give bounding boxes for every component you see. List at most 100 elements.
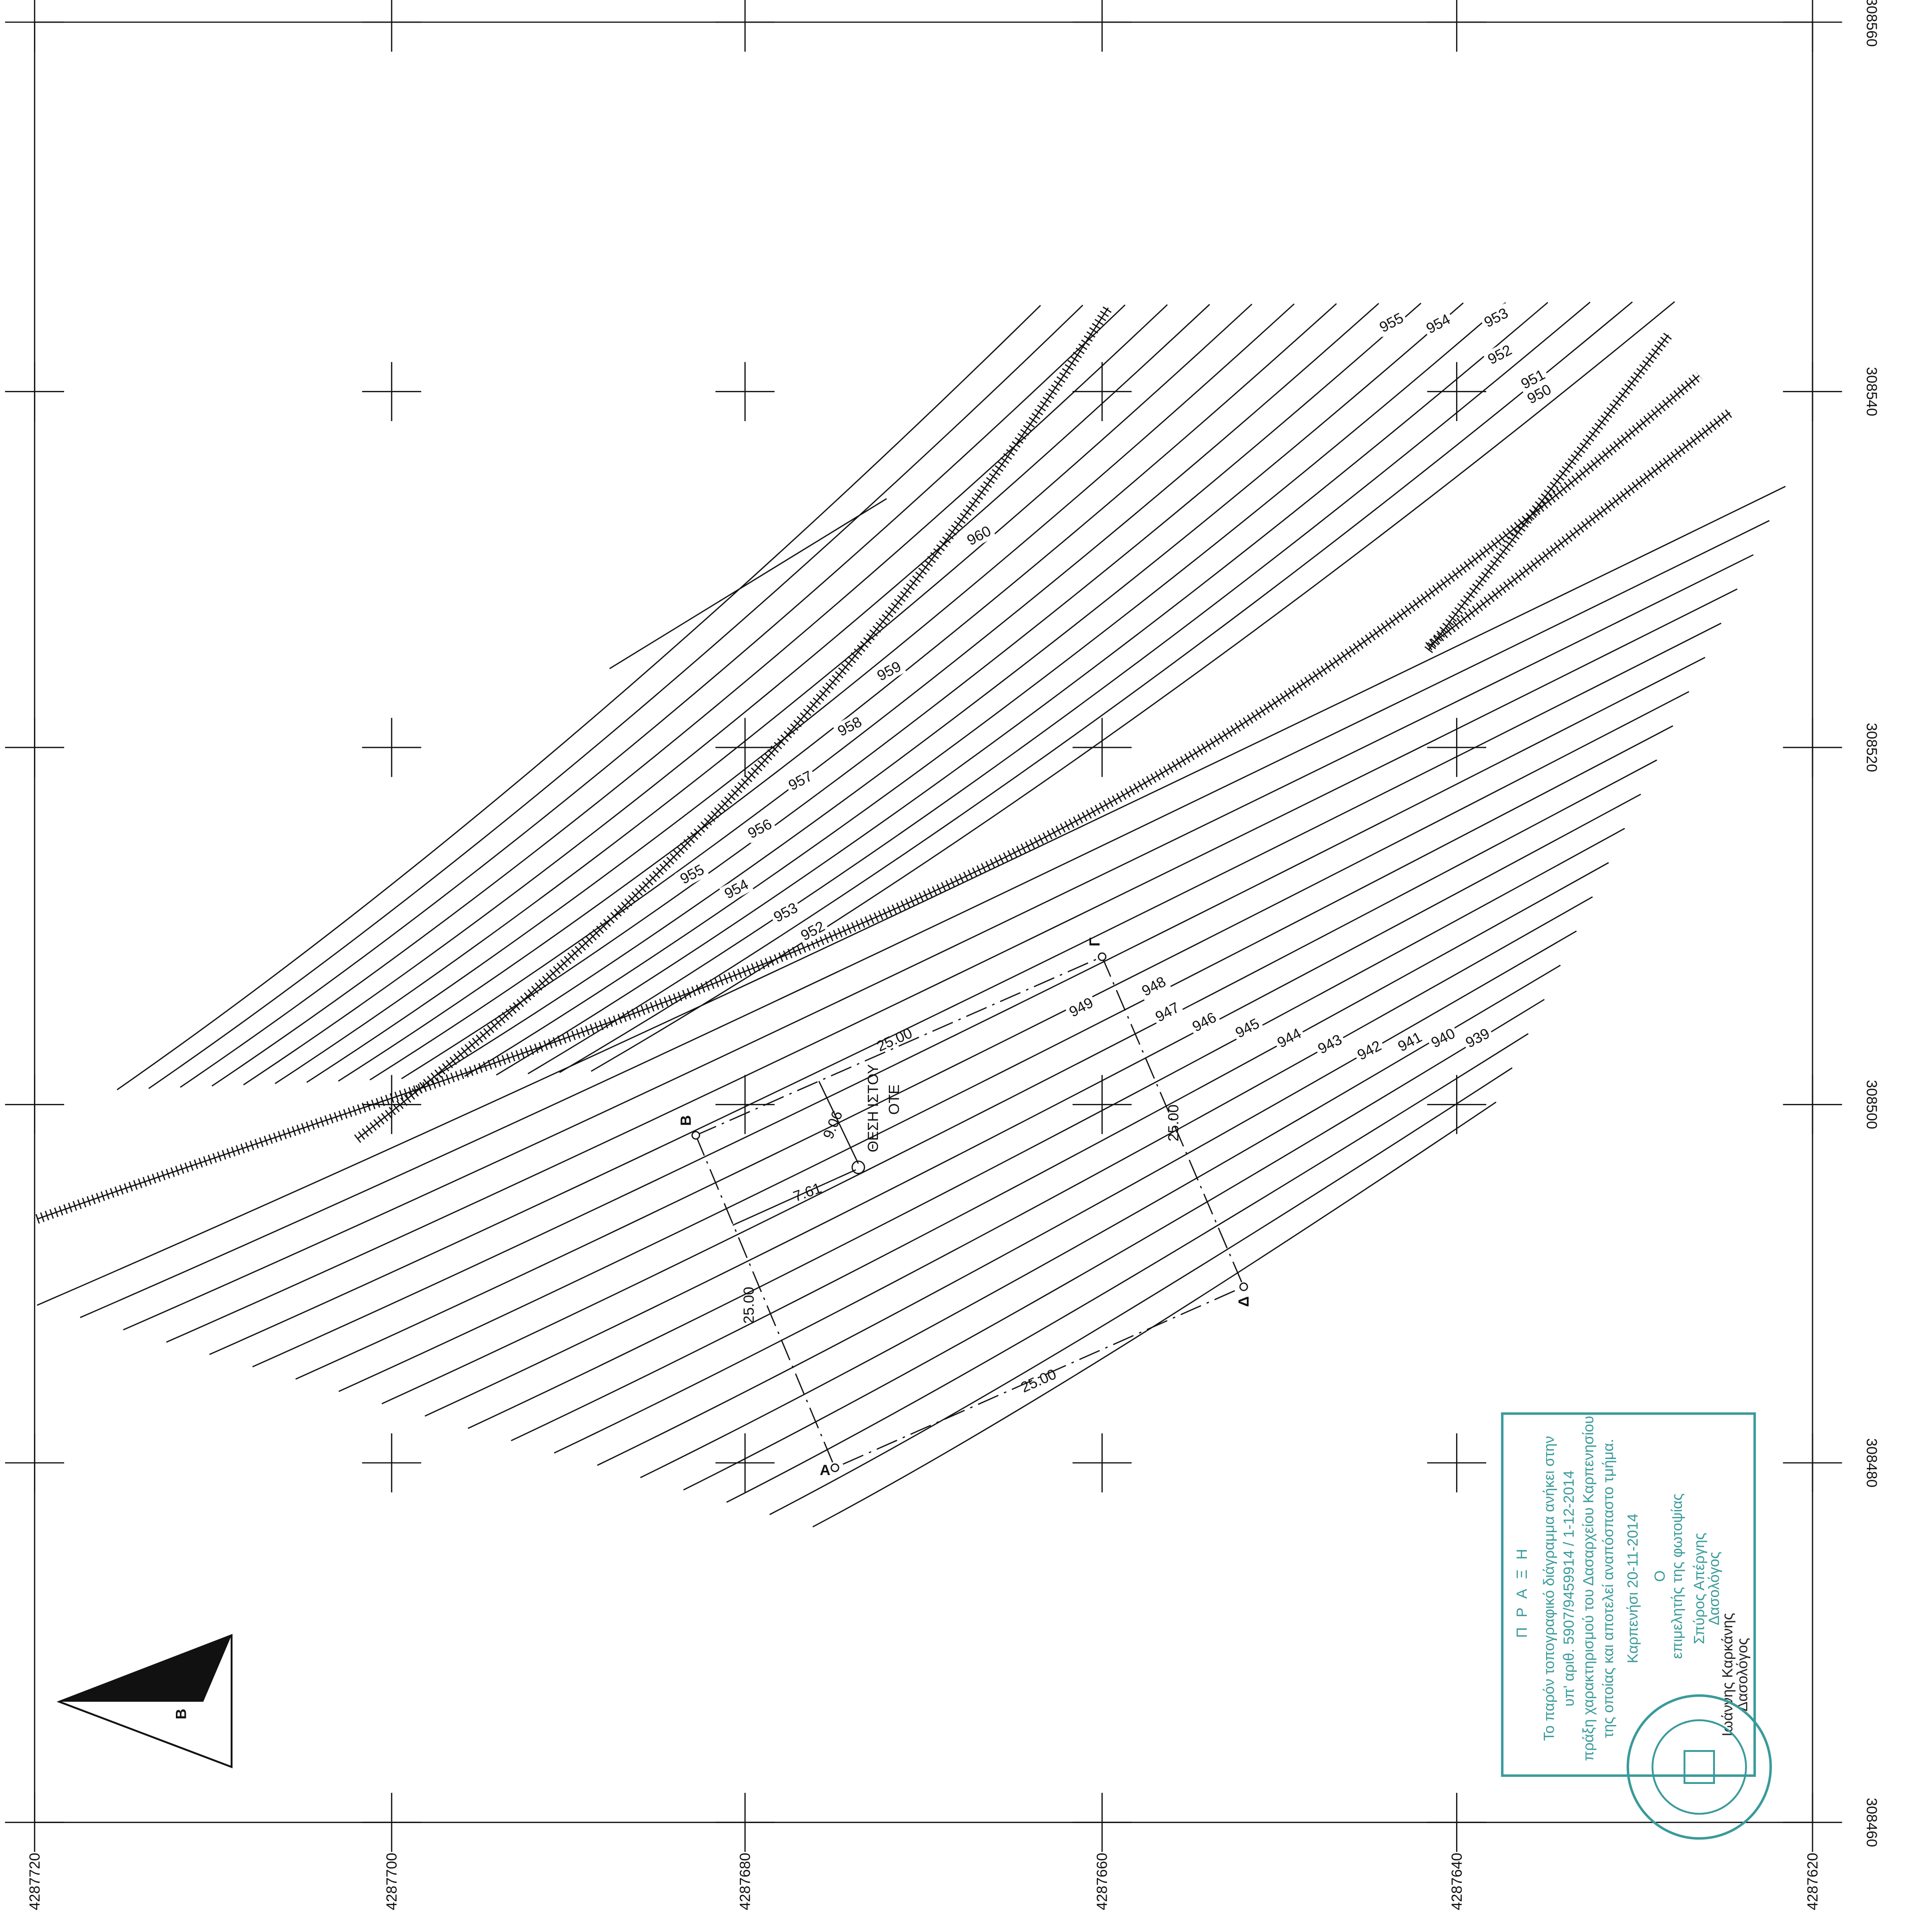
y-coordinate-label: 308540 [1863, 367, 1880, 416]
label-bg [719, 874, 754, 904]
dimension-line [732, 1081, 859, 1226]
contour-line [511, 862, 1609, 1442]
grid-cross [1427, 362, 1486, 422]
grid-cross [1072, 1433, 1132, 1493]
hatched-line-ticks [1424, 332, 1673, 654]
grid-cross [1783, 1792, 1842, 1852]
contour-line [609, 498, 887, 670]
contour-line [597, 930, 1577, 1466]
contour-line [243, 304, 1210, 1086]
grid-cross [1072, 1792, 1132, 1852]
grid-cross [1427, 1075, 1486, 1134]
frame [34, 21, 1813, 1823]
label-bg [832, 712, 867, 741]
label-bg [675, 860, 710, 889]
contour-line [338, 303, 1337, 1082]
contour-line [590, 301, 1675, 1072]
contour-line [432, 302, 1464, 1078]
map-content: 4287720 4287700 4287680 4287660 4287640 42876… [5, 0, 1880, 1910]
x-coordinate-label: 4287660 [1094, 1853, 1110, 1910]
contour-line [559, 301, 1633, 1073]
parcel-vertex [1098, 952, 1107, 962]
stamp: ΠΡΑΞΗ Το παρόν τοπογραφικό διάγραμμα ανήκ… [1514, 1416, 1750, 1761]
grid-cross [1427, 0, 1486, 52]
north-arrow-fill [59, 1635, 232, 1702]
contour-line [464, 302, 1506, 1077]
grid-cross [5, 718, 65, 777]
label-bg [743, 814, 777, 844]
stamp-line: Δασολόγος [1706, 1551, 1722, 1625]
x-coordinate-label: 4287620 [1804, 1853, 1821, 1910]
vertex-label: Α [820, 1462, 830, 1478]
north-label: Β [173, 1709, 190, 1720]
contour-line [274, 304, 1252, 1084]
y-coordinate-label: 308480 [1863, 1438, 1880, 1488]
parcel-vertex [1239, 1282, 1248, 1291]
label-bg [1426, 1023, 1460, 1053]
stamp-line: επιμελητής της φωτοψίας [1669, 1493, 1685, 1659]
grid-cross [715, 0, 775, 52]
grid-cross [362, 362, 422, 422]
label-bg [795, 916, 830, 945]
seal-emblem [1683, 1750, 1715, 1784]
contour-line [683, 999, 1545, 1491]
grid-cross [362, 1433, 422, 1493]
contour-line [123, 554, 1754, 1331]
stamp-seal [1626, 1694, 1772, 1840]
label-bg [1352, 1036, 1387, 1065]
contour-line [527, 301, 1591, 1075]
contour-line [306, 303, 1295, 1083]
label-bg [1272, 1023, 1307, 1053]
contour-line [80, 520, 1770, 1318]
site-marker [851, 1161, 865, 1174]
x-coordinate-label: 4287720 [26, 1853, 43, 1910]
y-coordinate-label: 308500 [1863, 1080, 1880, 1129]
y-coordinate-label: 308520 [1863, 723, 1880, 772]
grid-cross [1072, 0, 1132, 52]
stamp-line: υπ' αριθ. 5907/9459914 / 1-12-2014 [1560, 1470, 1577, 1706]
grid-cross [1783, 362, 1842, 422]
grid-cross [1072, 718, 1132, 777]
label-bg [1522, 379, 1557, 409]
stamp-line: Δασολόγος [1734, 1638, 1751, 1711]
label-bg [768, 898, 803, 927]
contour-line [381, 759, 1657, 1404]
x-coordinate-label: 4287700 [383, 1853, 400, 1910]
site-label: ΘΕΣΗ ΙΣΤΟΥ [865, 1064, 881, 1153]
label-bg [1392, 1027, 1427, 1056]
grid-cross [5, 1792, 65, 1852]
contour-line [726, 1033, 1529, 1503]
stamp-line: πράξη χαρακτηρισμού του Δασαρχείου Καρπε… [1580, 1416, 1597, 1761]
contour-line [295, 691, 1689, 1380]
contour-line [496, 302, 1548, 1076]
contour-line [640, 964, 1561, 1478]
stamp-line: Ο [1652, 1570, 1668, 1582]
contour-line [338, 725, 1673, 1392]
label-bg [1460, 1023, 1495, 1053]
contour-line [401, 302, 1422, 1079]
grid-cross [5, 0, 65, 52]
hatched-line [1428, 412, 1731, 647]
label-bg [1482, 340, 1517, 369]
y-coordinate-label: 308560 [1863, 0, 1880, 47]
vertex-label: Β [678, 1115, 694, 1126]
grid-cross [715, 718, 775, 777]
grid-cross [362, 0, 422, 52]
contour-line [211, 304, 1168, 1087]
vertex-label: Γ [1086, 937, 1103, 946]
label-bg [1479, 303, 1514, 332]
contour-line [209, 622, 1722, 1355]
stamp-line: της οποίας και αποτελεί αναπόσπαστο τμήμ… [1600, 1439, 1616, 1738]
grid-cross [362, 1792, 422, 1852]
grid-cross [1783, 1433, 1842, 1493]
grid-cross [1783, 718, 1842, 777]
label-bg [1150, 997, 1184, 1027]
contour-line [554, 896, 1593, 1454]
contour-line [467, 828, 1625, 1429]
stamp-line: Το παρόν τοπογραφικό διάγραμμα ανήκει στ… [1541, 1436, 1557, 1741]
hatched-line [356, 307, 1109, 1140]
grid-cross [715, 1433, 775, 1493]
parcel-vertex [830, 1463, 839, 1472]
